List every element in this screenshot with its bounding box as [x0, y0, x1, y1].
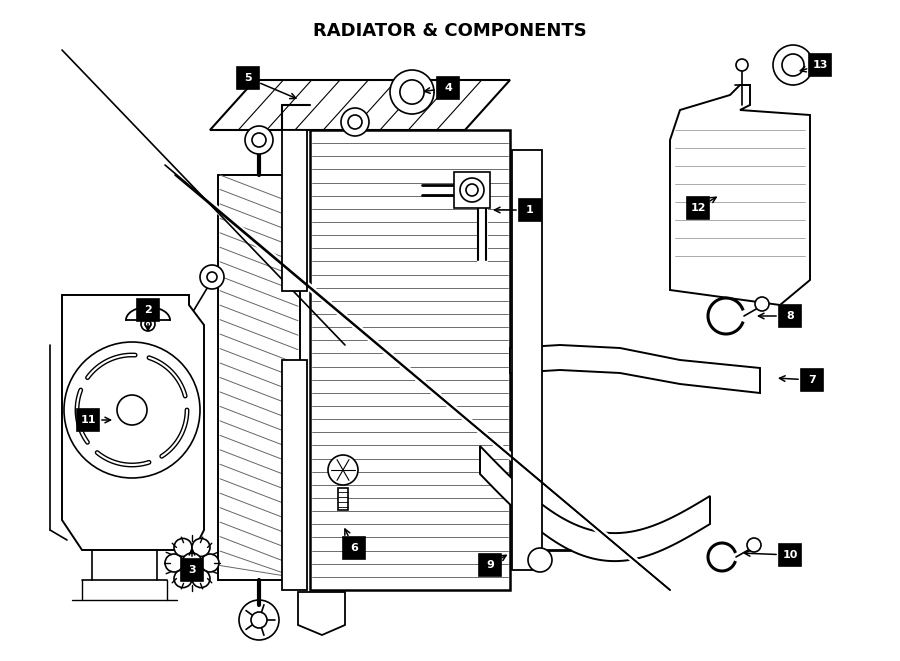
- Bar: [282, 360, 307, 590]
- Bar: [519, 199, 541, 221]
- Circle shape: [192, 570, 210, 588]
- Bar: [137, 299, 159, 321]
- Bar: [282, 130, 307, 291]
- Circle shape: [117, 395, 147, 425]
- Bar: [512, 150, 542, 570]
- Bar: [338, 488, 348, 510]
- Text: 9: 9: [486, 560, 494, 570]
- Text: 5: 5: [244, 73, 252, 83]
- Circle shape: [773, 45, 813, 85]
- Text: 6: 6: [350, 543, 358, 553]
- Bar: [437, 77, 459, 99]
- Circle shape: [390, 70, 434, 114]
- Circle shape: [747, 538, 761, 552]
- Circle shape: [348, 115, 362, 129]
- Polygon shape: [480, 446, 710, 561]
- Circle shape: [207, 272, 217, 282]
- Bar: [779, 544, 801, 566]
- Polygon shape: [62, 295, 204, 550]
- Bar: [343, 537, 365, 559]
- Text: 11: 11: [80, 415, 95, 425]
- Circle shape: [239, 600, 279, 640]
- Circle shape: [466, 184, 478, 196]
- Circle shape: [782, 54, 804, 76]
- Text: 7: 7: [808, 375, 816, 385]
- Text: 12: 12: [690, 203, 706, 213]
- Circle shape: [174, 539, 192, 557]
- Circle shape: [328, 455, 358, 485]
- Polygon shape: [510, 345, 760, 393]
- Circle shape: [145, 321, 151, 327]
- Circle shape: [528, 548, 552, 572]
- Text: RADIATOR & COMPONENTS: RADIATOR & COMPONENTS: [313, 22, 587, 40]
- Circle shape: [201, 554, 219, 572]
- Circle shape: [755, 297, 769, 311]
- Circle shape: [174, 570, 192, 588]
- Circle shape: [460, 178, 484, 202]
- Circle shape: [182, 553, 202, 573]
- Circle shape: [64, 342, 200, 478]
- Circle shape: [245, 126, 273, 154]
- Bar: [779, 305, 801, 327]
- Text: 13: 13: [813, 60, 828, 70]
- Text: 10: 10: [782, 550, 797, 560]
- Bar: [181, 559, 203, 581]
- Circle shape: [141, 317, 155, 331]
- Text: 1: 1: [526, 205, 534, 215]
- Polygon shape: [298, 592, 345, 635]
- Circle shape: [192, 539, 210, 557]
- Bar: [310, 130, 510, 590]
- Polygon shape: [210, 80, 510, 130]
- Circle shape: [252, 133, 266, 147]
- Circle shape: [251, 612, 267, 628]
- Text: 2: 2: [144, 305, 152, 315]
- Polygon shape: [670, 85, 810, 305]
- Bar: [479, 554, 501, 576]
- Circle shape: [341, 108, 369, 136]
- Text: 8: 8: [786, 311, 794, 321]
- Circle shape: [200, 265, 224, 289]
- Bar: [809, 54, 831, 76]
- Circle shape: [736, 59, 748, 71]
- Text: 3: 3: [188, 565, 196, 575]
- Bar: [801, 369, 823, 391]
- Bar: [218, 175, 300, 580]
- Bar: [687, 197, 709, 219]
- Circle shape: [165, 554, 183, 572]
- Bar: [77, 409, 99, 431]
- Bar: [454, 172, 490, 208]
- Bar: [237, 67, 259, 89]
- Circle shape: [400, 80, 424, 104]
- Text: 4: 4: [444, 83, 452, 93]
